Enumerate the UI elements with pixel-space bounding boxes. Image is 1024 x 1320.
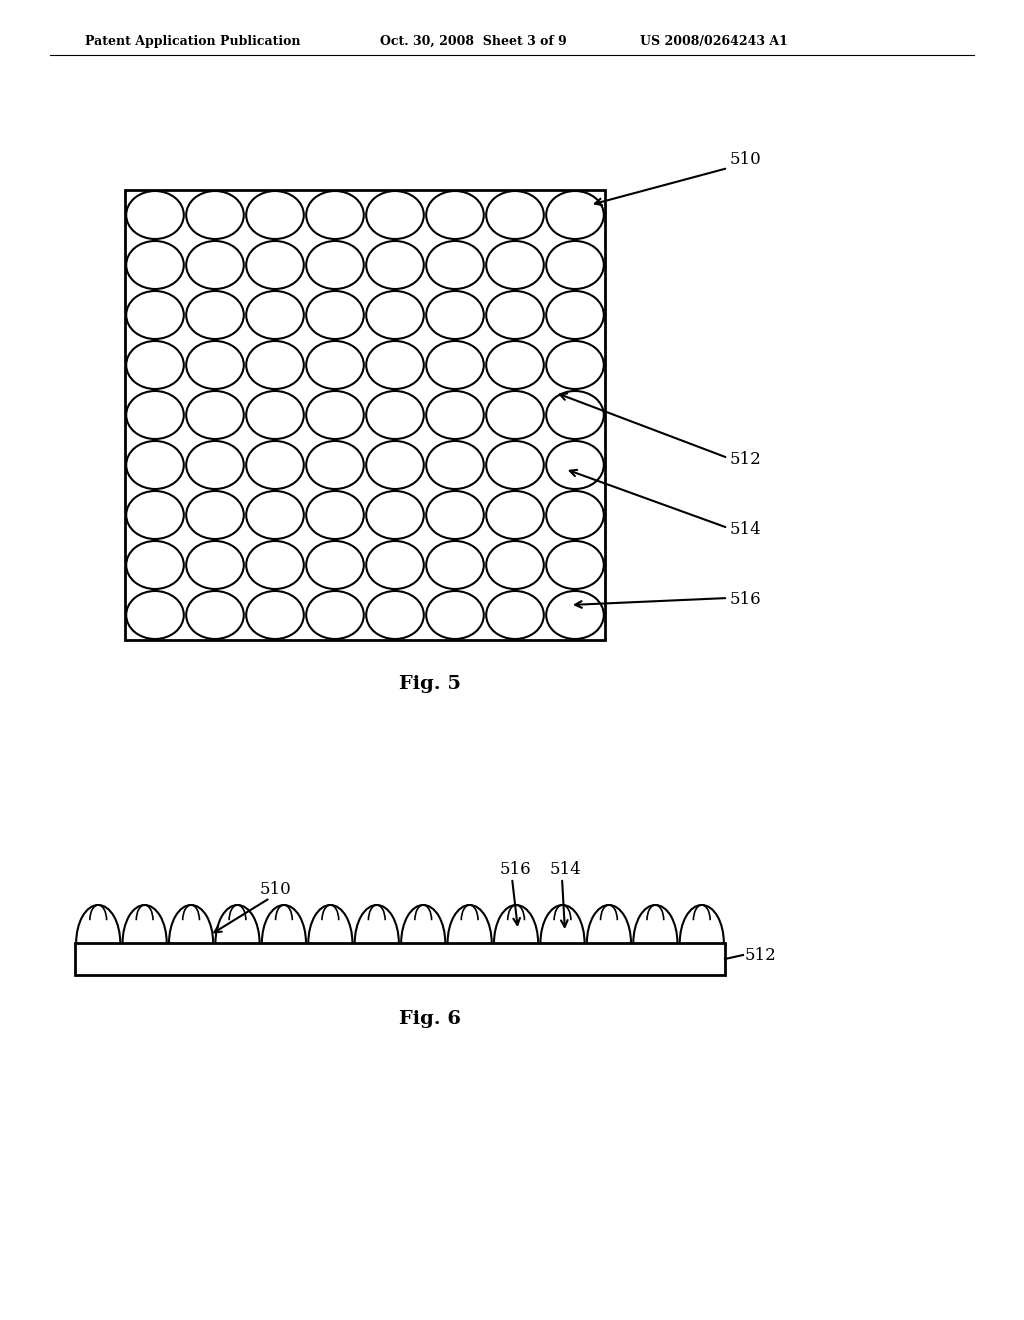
Text: Fig. 6: Fig. 6 <box>399 1010 461 1028</box>
Ellipse shape <box>546 191 604 239</box>
Ellipse shape <box>306 290 364 339</box>
Ellipse shape <box>546 391 604 440</box>
Ellipse shape <box>246 290 304 339</box>
Text: 516: 516 <box>500 862 531 879</box>
Ellipse shape <box>306 491 364 539</box>
Ellipse shape <box>367 491 424 539</box>
Ellipse shape <box>186 242 244 289</box>
Ellipse shape <box>546 541 604 589</box>
Ellipse shape <box>306 541 364 589</box>
Ellipse shape <box>246 441 304 488</box>
Ellipse shape <box>367 290 424 339</box>
Bar <box>125 190 605 640</box>
Ellipse shape <box>126 290 183 339</box>
Ellipse shape <box>186 191 244 239</box>
Ellipse shape <box>546 290 604 339</box>
Ellipse shape <box>426 290 483 339</box>
Ellipse shape <box>306 391 364 440</box>
Text: 514: 514 <box>550 862 582 879</box>
Text: 510: 510 <box>730 152 762 169</box>
Ellipse shape <box>246 591 304 639</box>
Ellipse shape <box>486 341 544 389</box>
Text: 514: 514 <box>730 521 762 539</box>
Ellipse shape <box>367 242 424 289</box>
Bar <box>75 942 725 975</box>
Text: Oct. 30, 2008  Sheet 3 of 9: Oct. 30, 2008 Sheet 3 of 9 <box>380 36 566 48</box>
Ellipse shape <box>126 242 183 289</box>
Text: 512: 512 <box>745 946 777 964</box>
Text: US 2008/0264243 A1: US 2008/0264243 A1 <box>640 36 787 48</box>
Ellipse shape <box>367 591 424 639</box>
Ellipse shape <box>486 242 544 289</box>
Text: Patent Application Publication: Patent Application Publication <box>85 36 300 48</box>
Ellipse shape <box>426 591 483 639</box>
Ellipse shape <box>486 441 544 488</box>
Ellipse shape <box>186 341 244 389</box>
Ellipse shape <box>426 541 483 589</box>
Ellipse shape <box>367 541 424 589</box>
Ellipse shape <box>367 191 424 239</box>
Ellipse shape <box>126 391 183 440</box>
Ellipse shape <box>426 441 483 488</box>
Ellipse shape <box>126 491 183 539</box>
Ellipse shape <box>367 441 424 488</box>
Text: 512: 512 <box>730 451 762 469</box>
Ellipse shape <box>426 242 483 289</box>
Ellipse shape <box>126 191 183 239</box>
Ellipse shape <box>126 341 183 389</box>
Ellipse shape <box>486 290 544 339</box>
Ellipse shape <box>246 541 304 589</box>
Ellipse shape <box>186 541 244 589</box>
Ellipse shape <box>126 441 183 488</box>
Ellipse shape <box>546 591 604 639</box>
Ellipse shape <box>186 391 244 440</box>
Text: 510: 510 <box>260 882 292 899</box>
Ellipse shape <box>546 491 604 539</box>
Ellipse shape <box>426 391 483 440</box>
Ellipse shape <box>246 391 304 440</box>
Ellipse shape <box>246 491 304 539</box>
Text: 516: 516 <box>730 591 762 609</box>
Ellipse shape <box>126 591 183 639</box>
Ellipse shape <box>367 391 424 440</box>
Ellipse shape <box>246 242 304 289</box>
Ellipse shape <box>126 541 183 589</box>
Ellipse shape <box>246 341 304 389</box>
Ellipse shape <box>186 441 244 488</box>
Text: Fig. 5: Fig. 5 <box>399 675 461 693</box>
Ellipse shape <box>186 290 244 339</box>
Ellipse shape <box>486 591 544 639</box>
Ellipse shape <box>486 541 544 589</box>
Ellipse shape <box>306 441 364 488</box>
Ellipse shape <box>426 341 483 389</box>
Ellipse shape <box>306 191 364 239</box>
Ellipse shape <box>546 441 604 488</box>
Ellipse shape <box>546 242 604 289</box>
Ellipse shape <box>486 191 544 239</box>
Ellipse shape <box>186 591 244 639</box>
Ellipse shape <box>486 491 544 539</box>
Ellipse shape <box>367 341 424 389</box>
Ellipse shape <box>246 191 304 239</box>
Ellipse shape <box>186 491 244 539</box>
Ellipse shape <box>426 491 483 539</box>
Ellipse shape <box>306 591 364 639</box>
Ellipse shape <box>546 341 604 389</box>
Ellipse shape <box>306 341 364 389</box>
Ellipse shape <box>486 391 544 440</box>
Ellipse shape <box>306 242 364 289</box>
Ellipse shape <box>426 191 483 239</box>
